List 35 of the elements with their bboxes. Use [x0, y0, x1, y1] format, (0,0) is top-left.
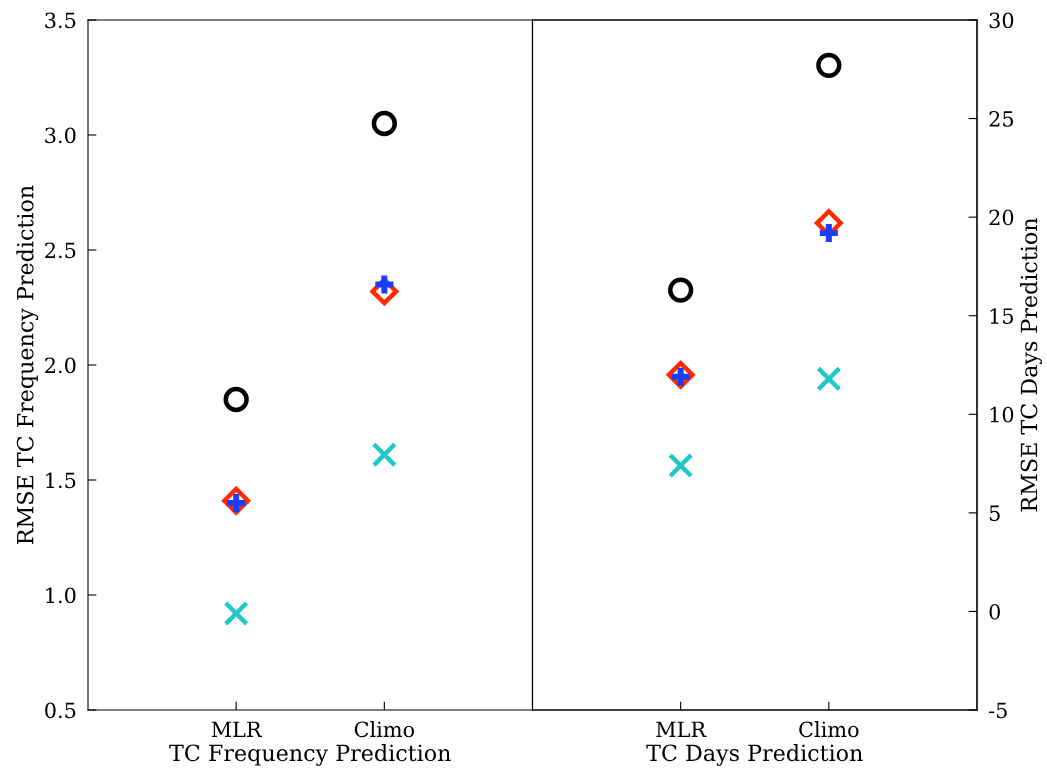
x-axis-title: TC Days Prediction: [646, 744, 863, 766]
y-tick-label: 1.5: [46, 472, 76, 489]
y-tick-label: 2.5: [45, 242, 76, 259]
y-tick-label: 2.0: [45, 357, 76, 374]
point: [371, 110, 397, 137]
point: [668, 452, 694, 479]
y2-tick-label: 5: [989, 505, 1000, 522]
x-tick-label: Climo: [354, 721, 415, 738]
y2-tick-label: 10: [990, 406, 1014, 423]
x-tick-label: MLR: [656, 721, 707, 737]
point: [370, 277, 399, 306]
point: [222, 486, 251, 515]
y2-tick-label: 30: [989, 12, 1014, 29]
y2-tick-label: 20: [989, 209, 1014, 226]
point: [371, 442, 397, 468]
y-tick-label: 3.5: [45, 12, 76, 29]
point: [816, 366, 842, 392]
point: [223, 600, 249, 627]
x-axis-title: TC Frequency Prediction: [169, 744, 451, 766]
point: [819, 223, 838, 242]
y2-tick-label: 15: [990, 308, 1014, 324]
x-tick-label: Climo: [799, 721, 859, 738]
y2-tick-label: -5: [989, 702, 1007, 719]
y-axis-title: RMSE TC Frequency Prediction: [16, 185, 39, 544]
y-tick-label: 0.5: [45, 702, 76, 719]
point: [816, 52, 842, 78]
x-tick-label: MLR: [211, 721, 263, 737]
point: [223, 386, 249, 413]
y-tick-label: 3.0: [45, 127, 76, 144]
point: [666, 360, 695, 389]
y2-tick-label: 0: [989, 603, 1000, 620]
y-tick-label: 1.0: [46, 587, 76, 604]
y2-axis-title: RMSE TC Days Prediction: [1020, 218, 1042, 512]
y2-tick-label: 25: [989, 111, 1014, 127]
point: [668, 277, 694, 303]
